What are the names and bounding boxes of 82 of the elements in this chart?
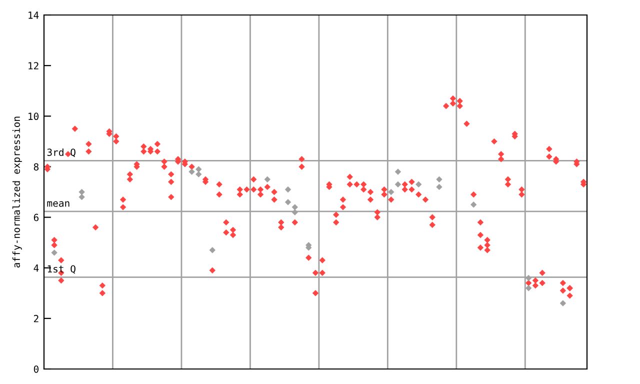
point xyxy=(271,196,278,203)
point xyxy=(312,290,319,296)
point xyxy=(236,191,243,198)
point xyxy=(264,176,270,182)
ref-line-label: 1st Q xyxy=(48,265,76,274)
point xyxy=(196,166,202,172)
point xyxy=(51,242,58,248)
point xyxy=(230,232,236,238)
y-tick-label: 8 xyxy=(34,163,39,171)
ref-line-label: mean xyxy=(47,201,70,207)
point xyxy=(196,171,202,178)
point xyxy=(532,282,539,289)
y-tick-label: 6 xyxy=(34,214,39,222)
point xyxy=(216,191,222,198)
y-tick-label: 10 xyxy=(28,112,39,120)
point xyxy=(566,284,573,292)
point xyxy=(470,202,477,208)
point xyxy=(161,164,168,170)
point xyxy=(518,191,525,198)
point xyxy=(415,181,422,188)
point xyxy=(484,242,490,248)
point xyxy=(333,219,340,226)
point xyxy=(477,232,484,238)
point xyxy=(257,191,264,198)
point xyxy=(456,102,463,110)
point xyxy=(284,199,292,206)
point xyxy=(360,186,367,193)
ref-line-label: 3rd Q xyxy=(47,148,76,158)
point xyxy=(278,224,284,231)
point xyxy=(408,186,415,193)
point xyxy=(99,290,106,296)
point xyxy=(367,196,374,203)
point xyxy=(154,148,161,155)
point xyxy=(126,176,134,182)
point xyxy=(78,188,85,196)
point xyxy=(477,244,484,251)
point xyxy=(78,194,85,200)
y-tick-label: 0 xyxy=(34,366,39,373)
point xyxy=(525,274,532,282)
point xyxy=(560,300,566,306)
point xyxy=(504,181,512,188)
point xyxy=(113,138,120,145)
point xyxy=(168,194,174,200)
point xyxy=(381,191,388,198)
point xyxy=(566,292,573,299)
point xyxy=(340,204,346,210)
point xyxy=(429,222,436,228)
point xyxy=(250,186,257,193)
point xyxy=(436,184,442,190)
point xyxy=(394,181,402,188)
point xyxy=(450,100,456,107)
y-tick-label: 4 xyxy=(34,264,39,272)
point xyxy=(51,250,58,256)
y-tick-label: 12 xyxy=(28,62,38,70)
point xyxy=(120,204,126,210)
point xyxy=(292,204,298,210)
point xyxy=(58,277,64,284)
point xyxy=(484,247,490,254)
point xyxy=(223,229,230,236)
point xyxy=(402,186,408,193)
point xyxy=(560,288,566,294)
y-tick-label: 2 xyxy=(34,314,38,322)
y-axis-title: affy-normalized expression xyxy=(12,116,22,268)
point xyxy=(388,188,394,196)
point xyxy=(374,214,380,220)
point xyxy=(436,176,442,182)
point xyxy=(319,270,326,276)
point xyxy=(546,153,552,160)
point xyxy=(394,168,402,175)
point xyxy=(168,178,174,185)
point xyxy=(209,247,216,254)
point xyxy=(298,164,305,170)
point xyxy=(292,209,298,216)
point xyxy=(86,148,92,155)
y-tick-label: 14 xyxy=(28,12,39,19)
point xyxy=(284,186,292,193)
point xyxy=(525,284,532,292)
point xyxy=(539,280,546,286)
point xyxy=(140,148,147,155)
point xyxy=(346,181,353,188)
point xyxy=(188,168,195,175)
point xyxy=(498,156,504,162)
